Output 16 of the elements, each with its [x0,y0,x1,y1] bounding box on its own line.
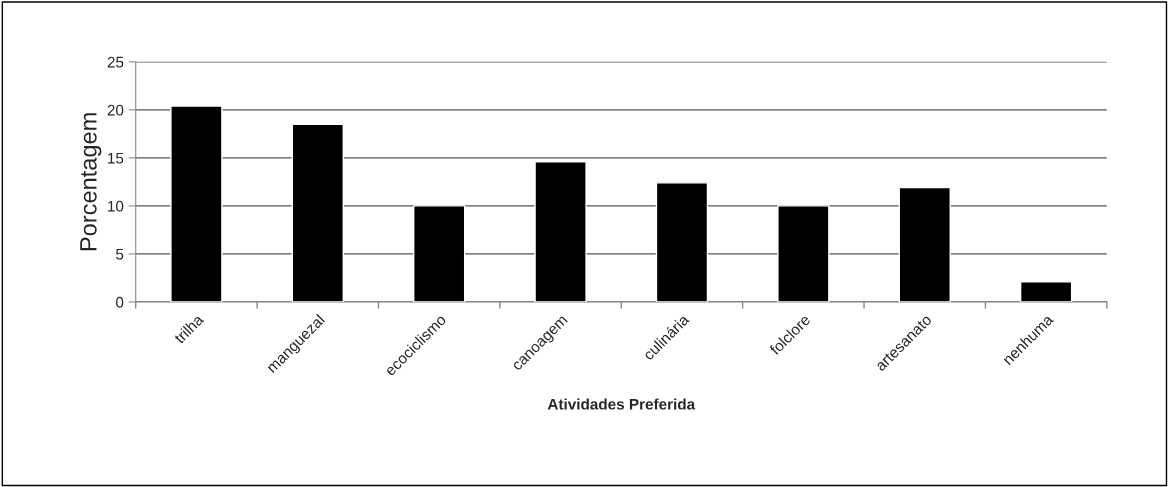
y-tick-label: 5 [116,248,124,260]
bar [777,205,830,302]
bar [170,105,223,302]
bar [655,182,709,302]
bar [291,123,344,302]
bar [898,186,951,302]
y-tick-label: 25 [107,56,124,68]
bar [413,205,466,302]
y-tick-label: 20 [107,104,124,116]
y-tick-label: 10 [108,200,124,212]
bar [1019,281,1073,302]
y-tick-label: 0 [116,296,124,308]
x-axis-title: Atividades Preferida [547,398,696,410]
y-axis-title: Porcentagem [80,113,102,251]
bar [534,161,587,302]
y-tick-label: 15 [108,152,124,164]
